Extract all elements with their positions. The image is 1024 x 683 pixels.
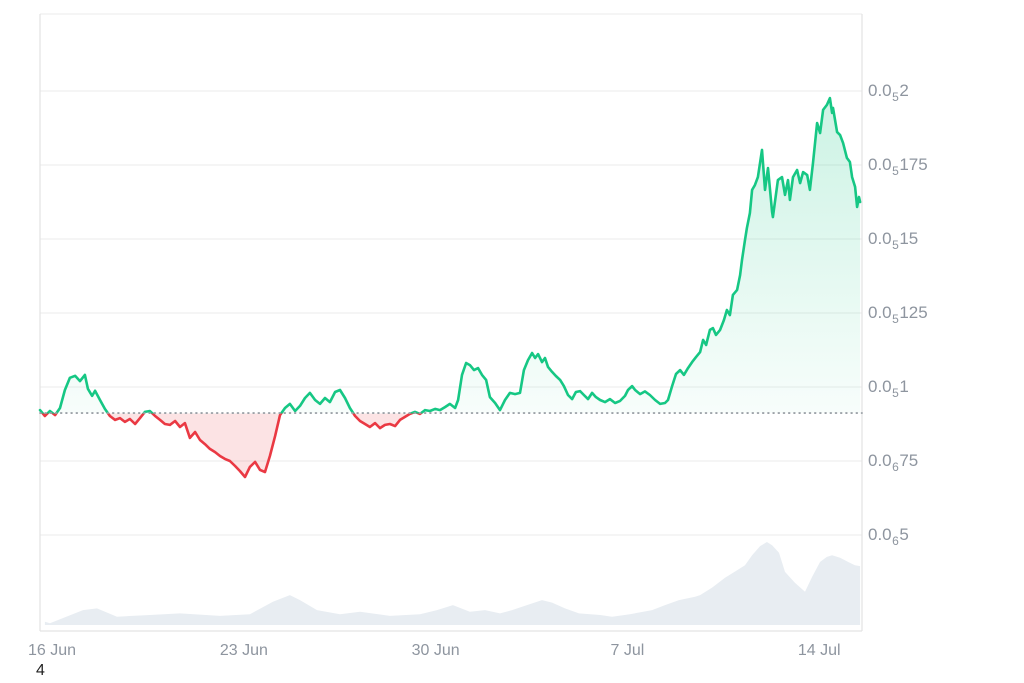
price-line-down [41, 413, 423, 479]
price-area-up [40, 98, 861, 414]
y-axis-label: 0.065 [868, 525, 909, 548]
price-line-up [38, 96, 862, 414]
x-axis-label: 23 Jun [219, 642, 268, 659]
volume-area [44, 542, 861, 625]
x-axis-label: 16 Jun [28, 642, 77, 659]
x-axis-label: 7 Jul [610, 642, 645, 659]
y-axis-label: 0.05125 [868, 303, 928, 326]
x-axis-label: 14 Jul [797, 642, 841, 659]
y-axis-label: 0.052 [868, 81, 909, 104]
y-axis-label: 0.051 [868, 377, 909, 400]
price-area-down [42, 413, 421, 477]
y-axis-label: 0.0515 [868, 229, 919, 252]
y-axis-label: 0.0675 [868, 451, 919, 474]
stray-text: 4 [36, 662, 45, 679]
x-axis-label: 30 Jun [411, 642, 460, 659]
y-axis-label: 0.05175 [868, 155, 928, 178]
